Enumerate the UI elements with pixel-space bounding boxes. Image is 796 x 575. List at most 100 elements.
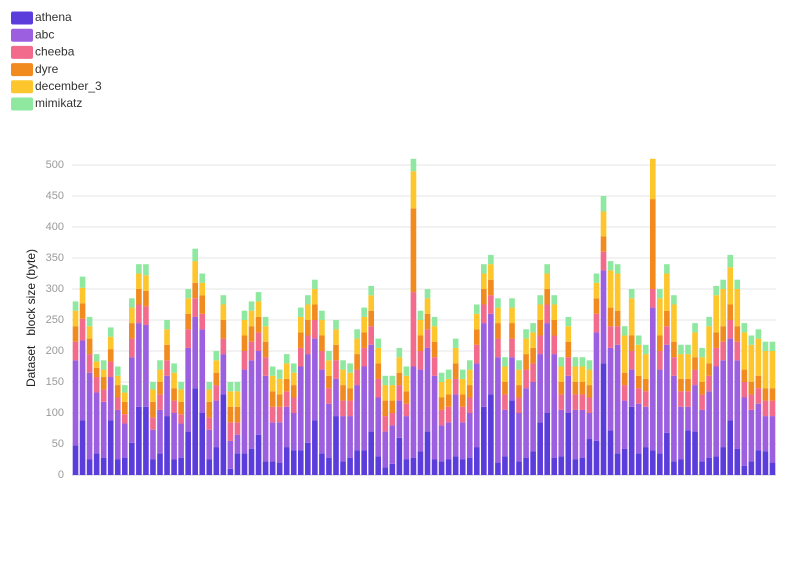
bar-segment <box>678 354 684 379</box>
bar-segment <box>593 313 600 333</box>
bar-segment <box>227 382 234 392</box>
bar-segment <box>333 329 339 345</box>
bar-segment <box>164 329 170 345</box>
bar-segment <box>171 459 177 475</box>
bar-segment <box>635 453 642 475</box>
bar-segment <box>530 451 536 475</box>
bar-segment <box>678 391 684 407</box>
bar-segment <box>600 363 607 475</box>
bar-segment <box>389 425 396 464</box>
bar-segment <box>720 279 727 289</box>
bar-segment <box>755 329 762 339</box>
bar-segment <box>642 344 649 355</box>
bar-segment <box>558 409 565 457</box>
bar-segment <box>164 375 170 417</box>
bar-segment <box>466 457 473 475</box>
bar-segment <box>657 289 663 299</box>
bar-segment <box>607 261 614 271</box>
bar-segment <box>79 303 86 319</box>
bar-segment <box>593 440 600 475</box>
bar-segment <box>762 400 769 417</box>
bar-segment <box>171 372 177 389</box>
bar-segment <box>164 416 170 475</box>
bar-segment <box>635 375 642 389</box>
bar-segment <box>685 378 691 392</box>
bar-segment <box>692 431 698 475</box>
bar-segment <box>558 357 565 367</box>
bar-segment <box>621 448 628 475</box>
bar-segment <box>283 406 290 448</box>
bar-segment <box>262 461 269 475</box>
bar-segment <box>79 420 86 475</box>
bar-segment <box>628 369 635 407</box>
bar-segment <box>755 388 762 404</box>
legend-swatch <box>11 28 33 42</box>
bar-segment <box>340 385 346 401</box>
y-tick-label: 200 <box>46 345 64 357</box>
bar-segment <box>741 397 748 466</box>
bar-segment <box>220 320 227 339</box>
bar-segment <box>255 332 262 351</box>
bar-segment <box>699 347 705 358</box>
bar-segment <box>234 422 241 435</box>
bar-segment <box>164 344 170 361</box>
bar-segment <box>762 388 769 401</box>
bar-segment <box>769 400 776 417</box>
bar-segment <box>459 378 466 395</box>
bar-segment <box>234 382 241 392</box>
bar-segment <box>192 282 199 299</box>
bar-segment <box>537 335 543 355</box>
bar-segment <box>255 292 262 302</box>
bar-segment <box>741 323 748 333</box>
bar-segment <box>699 382 705 395</box>
bar-segment <box>734 279 741 289</box>
y-tick-label: 50 <box>52 438 64 450</box>
bar-segment <box>136 273 142 289</box>
bar-segment <box>565 341 572 358</box>
bar-segment <box>86 316 93 327</box>
bar-segment <box>199 413 206 475</box>
bar-segment <box>312 279 318 289</box>
bar-segment <box>741 465 748 475</box>
bar-segment <box>290 363 297 373</box>
bar-segment <box>699 394 705 410</box>
bar-segment <box>382 431 389 468</box>
bar-segment <box>100 360 107 370</box>
bar-segment <box>635 403 642 454</box>
bar-segment <box>614 310 621 327</box>
bar-segment <box>262 316 269 327</box>
bar-segment <box>762 451 769 475</box>
bar-segment <box>396 400 403 438</box>
y-tick-label: 400 <box>46 221 64 233</box>
bar-segment <box>565 375 572 413</box>
bar-segment <box>502 394 508 410</box>
bar-segment <box>269 422 276 462</box>
bar-segment <box>438 372 445 382</box>
bar-segment <box>290 413 297 451</box>
bar-segment <box>664 432 670 475</box>
bar-segment <box>481 406 487 475</box>
bar-segment <box>642 354 649 379</box>
bar-segment <box>551 304 558 320</box>
bar-segment <box>488 313 494 395</box>
bar-segment <box>762 351 769 389</box>
bar-segment <box>213 385 220 401</box>
bar-segment <box>354 338 360 355</box>
bar-segment <box>706 326 712 364</box>
bar-segment <box>417 335 424 351</box>
bar-segment <box>495 298 501 308</box>
bar-segment <box>502 456 508 475</box>
bar-segment <box>685 430 691 475</box>
bar-segment <box>537 295 543 305</box>
bar-segment <box>262 341 269 358</box>
bar-segment <box>248 310 255 327</box>
bar-segment <box>657 335 663 351</box>
bar-segment <box>326 388 332 404</box>
bar-segment <box>579 382 586 395</box>
bar-segment <box>100 389 107 402</box>
bar-segment <box>269 375 276 392</box>
bar-segment <box>354 385 360 451</box>
bar-segment <box>755 450 762 475</box>
bar-segment <box>234 406 241 423</box>
bar-segment <box>551 320 558 336</box>
